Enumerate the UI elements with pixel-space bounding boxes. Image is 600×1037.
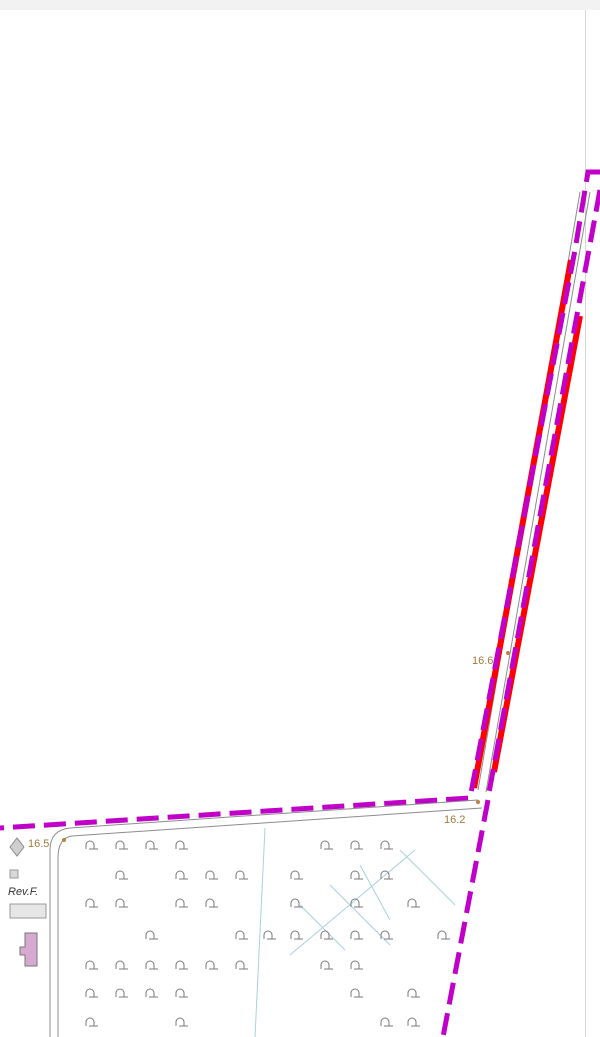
grave-symbol-icon <box>85 840 98 850</box>
grave-symbol-icon <box>350 988 363 998</box>
grave-symbol-icon <box>85 960 98 970</box>
boundary-north <box>0 169 600 831</box>
grave-symbol-icon <box>175 1017 188 1027</box>
boundary-dashed <box>0 169 600 1037</box>
lane-edge-east <box>485 191 591 793</box>
grave-symbol-icon <box>115 960 128 970</box>
lane-road <box>477 191 591 793</box>
boundary-south-east <box>440 799 491 1037</box>
grave-symbol-icon <box>350 930 363 940</box>
grave-symbol-icon <box>437 930 450 940</box>
grave-symbol-icon <box>290 898 303 908</box>
grave-symbol-icon <box>350 960 363 970</box>
grave-symbol-icon <box>320 930 333 940</box>
spot-height-dot-16-6 <box>506 651 510 655</box>
grave-symbol-icon <box>205 870 218 880</box>
map-canvas[interactable] <box>0 10 585 1037</box>
grave-symbol-icon <box>175 988 188 998</box>
grave-symbol-icon <box>115 870 128 880</box>
grave-symbol-icon <box>263 930 276 940</box>
grave-symbol-icon <box>175 840 188 850</box>
grave-symbol-icon <box>205 960 218 970</box>
grave-symbol-icon <box>320 960 333 970</box>
grave-symbol-icon <box>380 870 393 880</box>
rectangular-building <box>9 903 47 919</box>
grave-symbol-icon <box>407 988 420 998</box>
grave-symbol-icon <box>205 898 218 908</box>
grave-symbol-icon <box>290 930 303 940</box>
pink-building <box>19 932 38 967</box>
grave-symbol-icon <box>175 870 188 880</box>
place-name-label: Rev.F. <box>8 886 38 898</box>
drain-lines <box>254 827 456 1037</box>
spot-height-label: 16.6 <box>472 655 493 667</box>
boundary-east <box>485 189 600 799</box>
road-outer-edge <box>49 799 479 1037</box>
grave-symbol-icon <box>407 1017 420 1027</box>
grave-symbol-icon <box>145 930 158 940</box>
grave-symbol-icon <box>235 870 248 880</box>
grave-symbol-icon <box>175 898 188 908</box>
grave-symbol-icon <box>85 1017 98 1027</box>
grave-symbol-icon <box>235 930 248 940</box>
grave-symbol-icon <box>320 840 333 850</box>
grave-symbol-icon <box>380 1017 393 1027</box>
spot-height-dot-16-2 <box>476 800 480 804</box>
road-inner-edge <box>57 807 483 1037</box>
grave-symbol-icon <box>115 988 128 998</box>
right-panel-edge <box>586 10 600 1037</box>
grave-symbol-icon <box>115 898 128 908</box>
grave-symbol-icon <box>145 840 158 850</box>
panel-divider <box>585 10 586 1037</box>
grave-symbol-icon <box>175 960 188 970</box>
grave-symbol-icon <box>350 870 363 880</box>
grave-symbol-icon <box>407 898 420 908</box>
grave-symbol-icon <box>85 988 98 998</box>
grave-symbol-icon <box>85 898 98 908</box>
grave-symbol-icon <box>115 840 128 850</box>
spot-height-label: 16.5 <box>28 838 49 850</box>
cemetery-graves <box>85 840 450 1027</box>
grave-symbol-icon <box>350 898 363 908</box>
grave-symbol-icon <box>145 960 158 970</box>
spot-height-dot-16-5 <box>62 838 66 842</box>
access-road <box>49 799 483 1037</box>
diamond-marker-icon <box>9 837 25 857</box>
small-building <box>9 869 19 879</box>
grave-symbol-icon <box>290 870 303 880</box>
spot-height-label: 16.2 <box>444 814 465 826</box>
grave-symbol-icon <box>380 930 393 940</box>
grave-symbol-icon <box>145 988 158 998</box>
grave-symbol-icon <box>380 840 393 850</box>
grave-symbol-icon <box>235 960 248 970</box>
top-toolbar-strip <box>0 0 600 10</box>
spot-dots <box>62 651 510 842</box>
grave-symbol-icon <box>350 840 363 850</box>
